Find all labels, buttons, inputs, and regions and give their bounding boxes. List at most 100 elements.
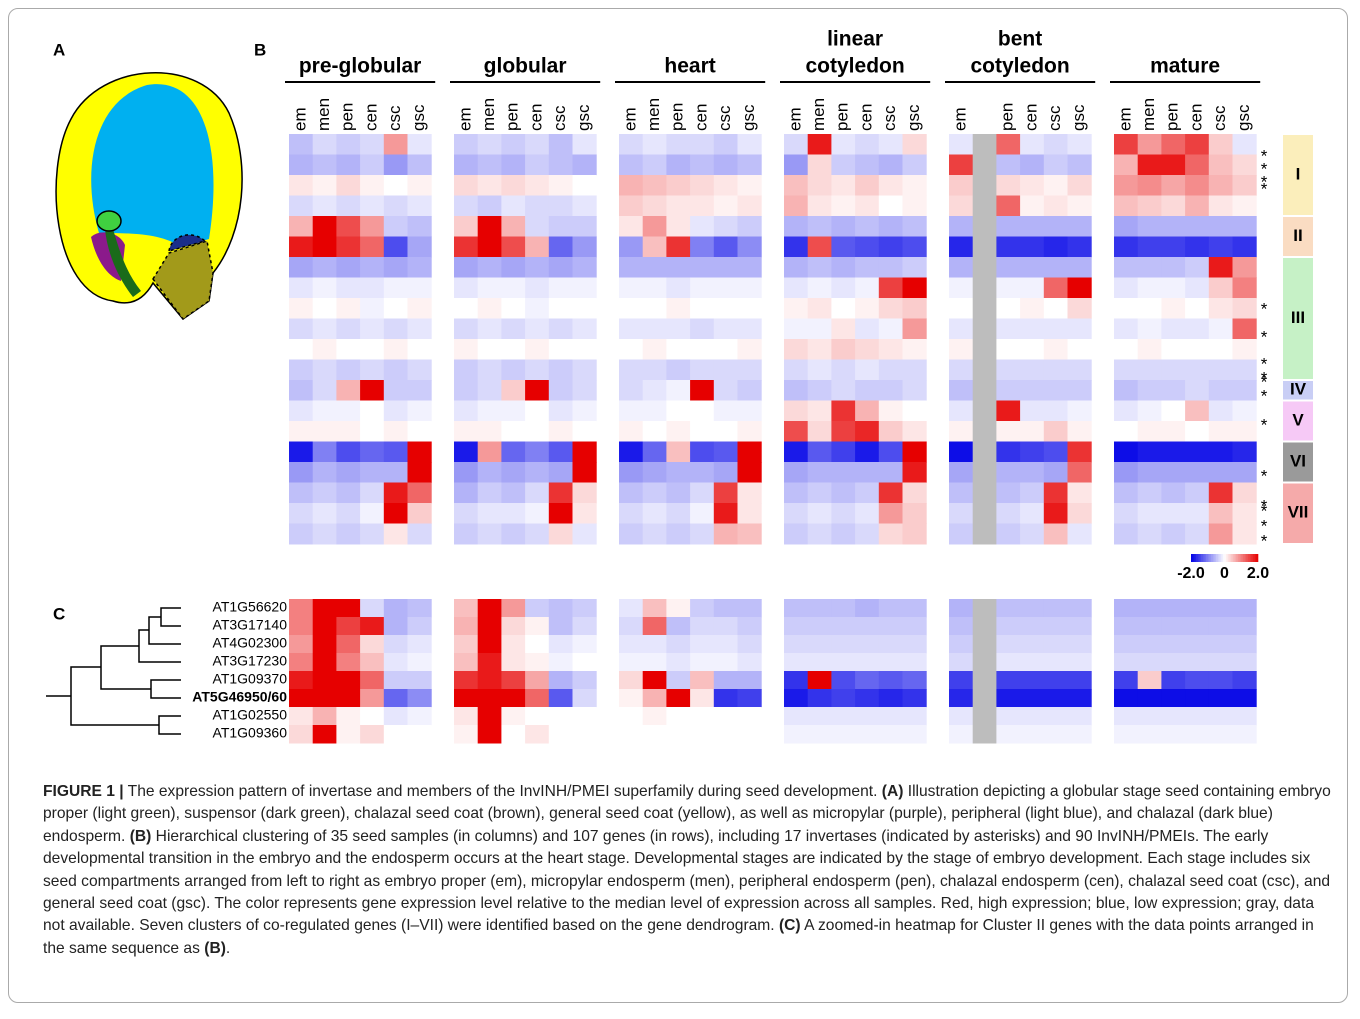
heatmap-cell xyxy=(525,462,549,483)
heatmap-cell xyxy=(879,442,903,463)
heatmap-cell xyxy=(784,707,808,726)
heatmap-cell xyxy=(289,421,313,442)
heatmap-cell xyxy=(1114,725,1138,744)
heatmap-cell xyxy=(808,134,832,155)
heatmap-cell xyxy=(973,599,997,618)
heatmap-cell xyxy=(525,442,549,463)
heatmap-cell xyxy=(1233,503,1257,524)
heatmap-cell xyxy=(1020,339,1044,360)
heatmap-cell xyxy=(666,257,690,278)
heatmap-cell xyxy=(1161,462,1185,483)
heatmap-cell xyxy=(996,196,1020,217)
heatmap-cell xyxy=(454,524,478,545)
heatmap-cell xyxy=(454,237,478,258)
heatmap-cell xyxy=(1020,671,1044,690)
heatmap-cell xyxy=(313,401,337,422)
heatmap-cell xyxy=(1114,401,1138,422)
heatmap-cell xyxy=(573,319,597,340)
heatmap-cell xyxy=(549,298,573,319)
heatmap-cell xyxy=(336,653,360,672)
heatmap-cell xyxy=(714,401,738,422)
heatmap-cell xyxy=(738,707,762,726)
heatmap-cell xyxy=(738,462,762,483)
heatmap-cell xyxy=(996,278,1020,299)
heatmap-cell xyxy=(1209,599,1233,618)
heatmap-cell xyxy=(855,599,879,618)
heatmap-cell xyxy=(643,319,667,340)
heatmap-cell xyxy=(1161,503,1185,524)
heatmap-cell xyxy=(1138,257,1162,278)
heatmap-cell xyxy=(1185,216,1209,237)
heatmap-cell xyxy=(289,462,313,483)
heatmap-cell xyxy=(738,524,762,545)
heatmap-cell xyxy=(549,257,573,278)
heatmap-cell xyxy=(1114,298,1138,319)
heatmap-cell xyxy=(973,725,997,744)
heatmap-cell xyxy=(903,725,927,744)
heatmap-cell xyxy=(501,380,525,401)
heatmap-cell xyxy=(879,380,903,401)
heatmap-cell xyxy=(1068,617,1092,636)
heatmap-cell xyxy=(289,689,313,708)
column-label: pen xyxy=(503,103,522,131)
heatmap-cell xyxy=(1138,483,1162,504)
heatmap-cell xyxy=(1044,298,1068,319)
heatmap-cell xyxy=(1138,360,1162,381)
heatmap-cell xyxy=(525,725,549,744)
heatmap-cell xyxy=(384,503,408,524)
heatmap-cell xyxy=(573,278,597,299)
gene-label: AT3G17230 xyxy=(213,653,288,669)
heatmap-cell xyxy=(738,503,762,524)
heatmap-cell xyxy=(573,725,597,744)
heatmap-cell xyxy=(879,319,903,340)
heatmap-cell xyxy=(1044,599,1068,618)
heatmap-cell xyxy=(1209,503,1233,524)
heatmap-cell xyxy=(454,599,478,618)
heatmap-cell xyxy=(454,689,478,708)
heatmap-cell xyxy=(549,689,573,708)
heatmap-cell xyxy=(714,257,738,278)
heatmap-cell xyxy=(831,278,855,299)
heatmap-cell xyxy=(690,134,714,155)
heatmap-cell xyxy=(336,689,360,708)
heatmap-cell xyxy=(1138,380,1162,401)
heatmap-cell xyxy=(643,401,667,422)
heatmap-cell xyxy=(384,617,408,636)
heatmap-cell xyxy=(454,298,478,319)
heatmap-cell xyxy=(1068,339,1092,360)
heatmap-cell xyxy=(384,175,408,196)
heatmap-cell xyxy=(1068,653,1092,672)
panel-label: A xyxy=(53,40,65,59)
heatmap-cell xyxy=(336,401,360,422)
heatmap-cell xyxy=(360,155,384,176)
heatmap-cell xyxy=(384,339,408,360)
column-label: em xyxy=(620,107,639,131)
heatmap-cell xyxy=(643,671,667,690)
heatmap-cell xyxy=(738,298,762,319)
stage-label: pre-globular xyxy=(299,55,422,78)
heatmap-cell xyxy=(454,442,478,463)
heatmap-cell xyxy=(525,524,549,545)
heatmap-cell xyxy=(384,134,408,155)
heatmap-cell xyxy=(1233,689,1257,708)
heatmap-cell xyxy=(360,237,384,258)
heatmap-cell xyxy=(903,503,927,524)
heatmap-cell xyxy=(903,401,927,422)
heatmap-cell xyxy=(1161,298,1185,319)
heatmap-cell xyxy=(1044,524,1068,545)
heatmap-cell xyxy=(1185,503,1209,524)
heatmap-cell xyxy=(1161,278,1185,299)
heatmap-cell xyxy=(1185,617,1209,636)
heatmap-cell xyxy=(784,725,808,744)
heatmap-cell xyxy=(784,653,808,672)
heatmap-cell xyxy=(1209,462,1233,483)
heatmap-cell xyxy=(714,360,738,381)
heatmap-cell xyxy=(643,134,667,155)
heatmap-cell xyxy=(996,671,1020,690)
heatmap-cell xyxy=(973,237,997,258)
heatmap-cell xyxy=(408,653,432,672)
heatmap-cell xyxy=(714,442,738,463)
heatmap-cell xyxy=(1020,360,1044,381)
heatmap-cell xyxy=(903,360,927,381)
heatmap-cell xyxy=(903,462,927,483)
